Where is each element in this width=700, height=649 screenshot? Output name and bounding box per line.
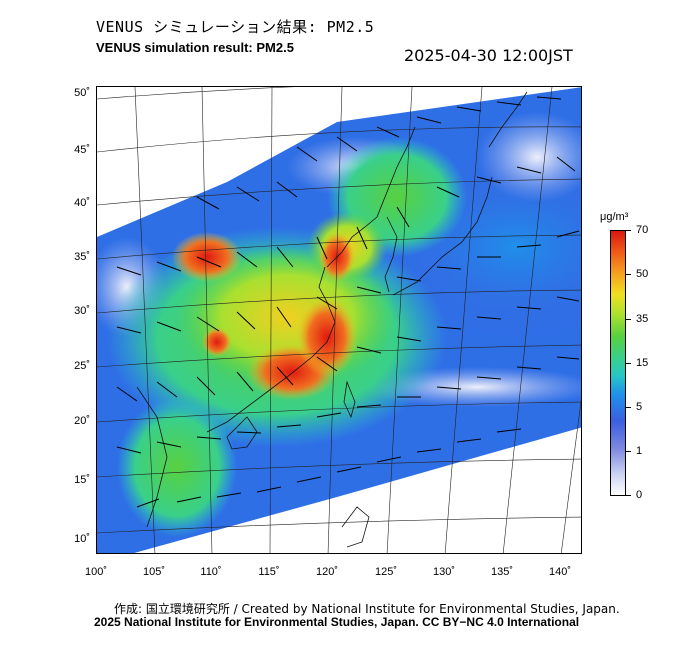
- lat-label-20: 20˚: [74, 415, 90, 427]
- lon-label-130: 130˚: [432, 566, 456, 578]
- colorbar-label-35: 35: [636, 313, 649, 325]
- lon-label-100: 100˚: [84, 566, 108, 578]
- credit-line: 作成: 国立環境研究所 / Created by National Instit…: [114, 602, 620, 616]
- lat-label-30: 30˚: [74, 305, 90, 317]
- lon-label-105: 105˚: [142, 566, 166, 578]
- colorbar: [610, 230, 626, 496]
- title-japanese: VENUS シミュレーション結果: PM2.5: [96, 18, 375, 36]
- lat-label-15: 15˚: [74, 474, 90, 486]
- lat-label-45: 45˚: [74, 144, 90, 156]
- colorbar-label-50: 50: [636, 268, 649, 280]
- coastlines: [136, 91, 528, 548]
- graticule: [97, 87, 581, 553]
- forecast-timestamp: 2025-04-30 12:00JST: [404, 46, 573, 65]
- colorbar-label-15: 15: [636, 357, 649, 369]
- colorbar-tick: [626, 363, 631, 364]
- colorbar-tick: [626, 319, 631, 320]
- colorbar-unit: μg/m³: [600, 211, 629, 223]
- colorbar-label-0: 0: [636, 489, 643, 501]
- colorbar-tick: [626, 274, 631, 275]
- lat-label-50: 50˚: [74, 87, 90, 99]
- lon-label-140: 140˚: [548, 566, 572, 578]
- colorbar-tick: [626, 451, 631, 452]
- wind-vectors: [116, 96, 580, 508]
- colorbar-tick: [626, 407, 631, 408]
- lon-label-135: 135˚: [490, 566, 514, 578]
- lat-label-25: 25˚: [74, 360, 90, 372]
- colorbar-tick: [626, 230, 631, 231]
- pm25-map: [96, 86, 582, 554]
- colorbar-label-5: 5: [636, 401, 643, 413]
- lon-label-110: 110˚: [200, 566, 222, 578]
- lon-label-115: 115˚: [258, 566, 280, 578]
- lon-label-125: 125˚: [374, 566, 398, 578]
- lat-label-10: 10˚: [74, 533, 90, 545]
- colorbar-label-70: 70: [636, 224, 649, 236]
- colorbar-label-1: 1: [636, 445, 643, 457]
- colorbar-tick: [626, 495, 631, 496]
- title-english: VENUS simulation result: PM2.5: [96, 40, 294, 55]
- map-canvas: [97, 87, 581, 553]
- lat-label-40: 40˚: [74, 197, 90, 209]
- lat-label-35: 35˚: [74, 251, 90, 263]
- license-line: 2025 National Institute for Environmenta…: [94, 615, 580, 629]
- lon-label-120: 120˚: [315, 566, 339, 578]
